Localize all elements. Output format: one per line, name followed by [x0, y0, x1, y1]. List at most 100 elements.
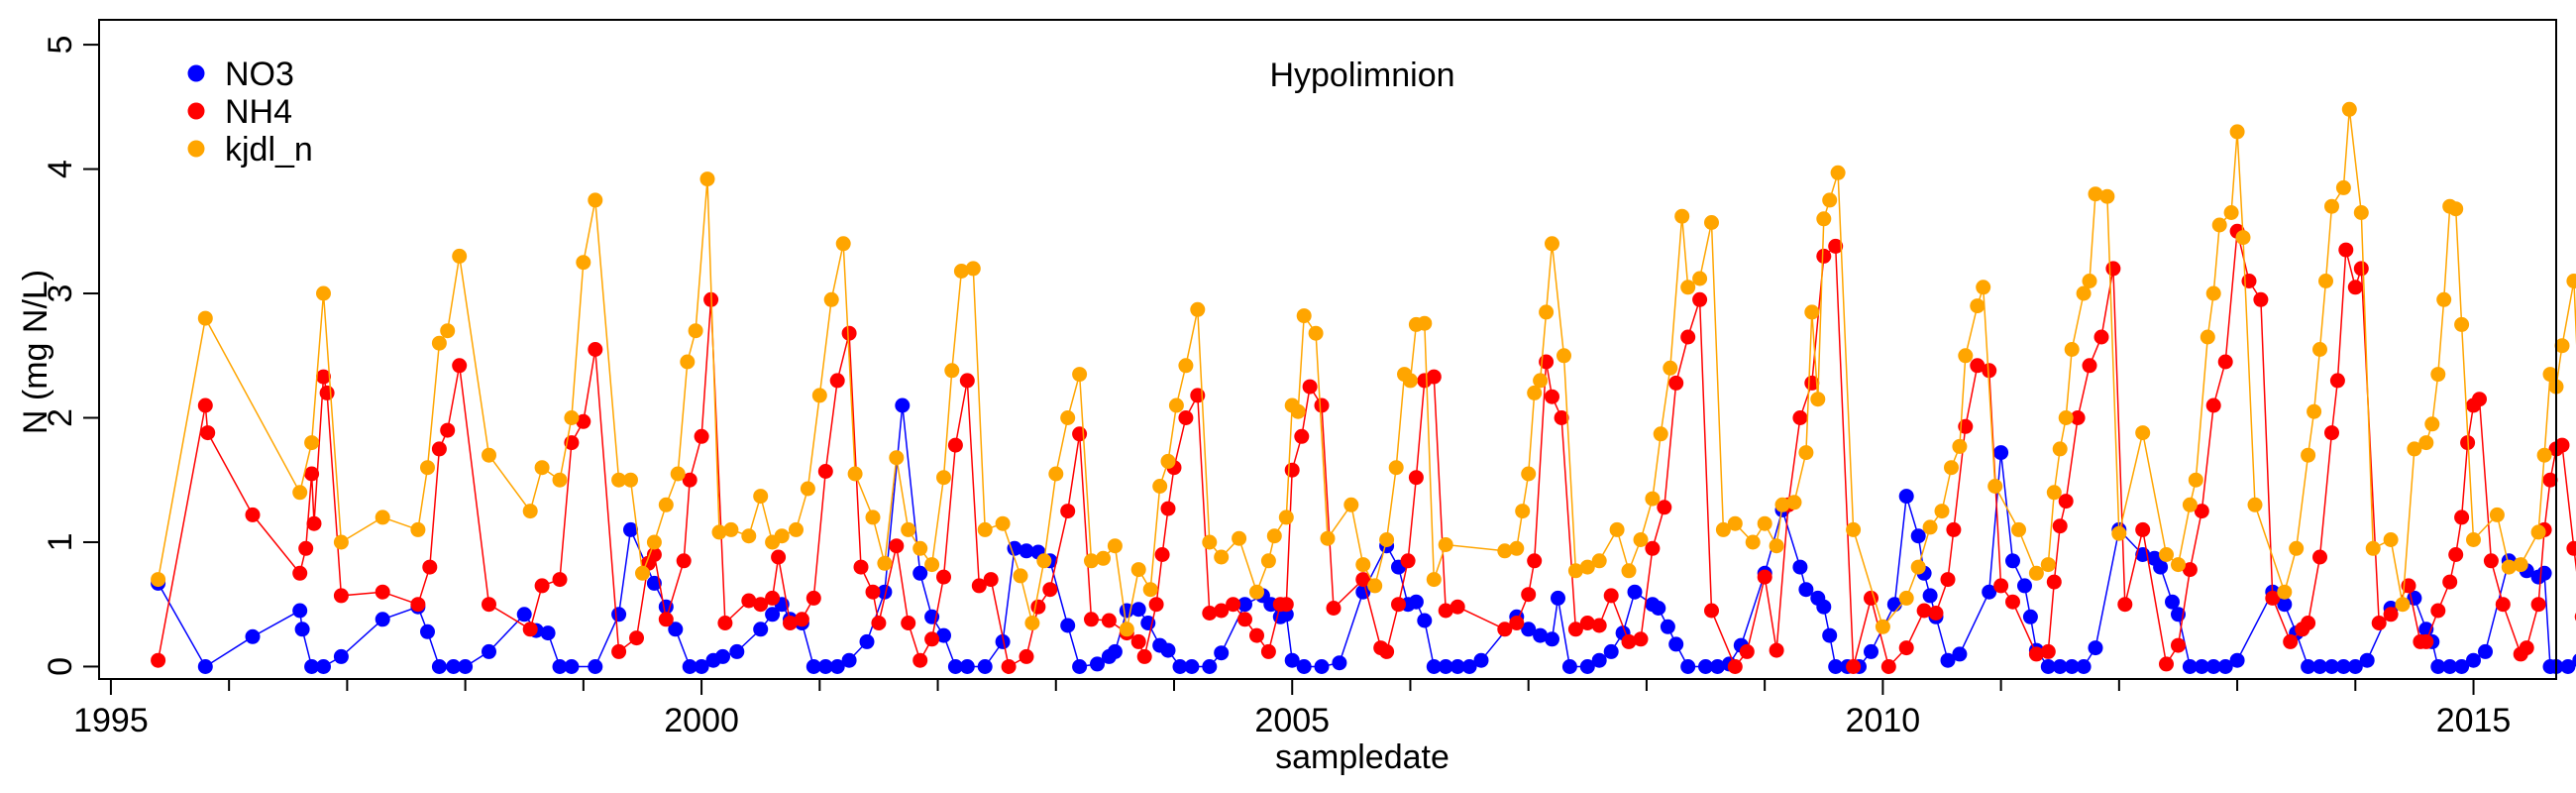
data-point-NH4-139: [2046, 574, 2062, 590]
data-point-NO3-31: [753, 622, 769, 637]
data-point-NO3-93: [1561, 659, 1577, 674]
data-point-kjdl_n-158: [2211, 217, 2227, 233]
data-point-kjdl_n-179: [2430, 367, 2446, 383]
data-point-NH4-13: [422, 559, 438, 575]
data-point-NO3-105: [1710, 659, 1725, 674]
data-point-NH4-56: [1001, 659, 1017, 674]
data-point-NO3-56: [1090, 656, 1105, 672]
data-point-kjdl_n-89: [1417, 315, 1433, 331]
data-point-NO3-45: [936, 627, 951, 643]
data-point-NO3-98: [1627, 584, 1643, 600]
data-point-NH4-109: [1645, 540, 1661, 556]
data-point-NO3-152: [2301, 659, 2316, 674]
data-point-NH4-158: [2283, 633, 2299, 649]
data-point-kjdl_n-47: [944, 363, 960, 379]
data-point-kjdl_n-1: [197, 310, 213, 326]
data-point-kjdl_n-29: [723, 521, 739, 537]
y-tick-label-4: 4: [42, 160, 79, 178]
data-point-NH4-60: [1060, 504, 1076, 519]
data-point-NO3-82: [1417, 613, 1433, 628]
data-point-NO3-29: [715, 648, 730, 664]
data-point-kjdl_n-92: [1497, 543, 1513, 559]
data-point-NH4-188: [2566, 540, 2576, 556]
data-point-kjdl_n-117: [1757, 515, 1772, 531]
data-point-kjdl_n-100: [1556, 348, 1571, 364]
data-point-NO3-1: [197, 659, 213, 674]
data-point-kjdl_n-169: [2324, 198, 2339, 214]
data-point-NH4-88: [1379, 643, 1395, 659]
data-point-kjdl_n-38: [835, 236, 851, 252]
data-point-kjdl_n-147: [2082, 274, 2097, 288]
data-point-NH4-73: [1202, 606, 1218, 621]
data-point-NH4-166: [2353, 261, 2369, 277]
legend-label-NO3: NO3: [225, 56, 294, 93]
data-point-NH4-115: [1727, 659, 1743, 674]
data-point-kjdl_n-39: [847, 466, 863, 482]
data-point-NO3-55: [1072, 659, 1088, 674]
data-point-kjdl_n-116: [1745, 534, 1761, 550]
y-tick-label-2: 2: [42, 408, 79, 427]
data-point-NH4-65: [1130, 633, 1146, 649]
data-point-NH4-59: [1042, 582, 1058, 598]
data-point-kjdl_n-165: [2301, 447, 2316, 463]
y-tick-label-3: 3: [42, 284, 79, 303]
data-point-kjdl_n-62: [1130, 562, 1146, 578]
data-point-NH4-174: [2448, 547, 2464, 562]
data-point-kjdl_n-54: [1036, 553, 1052, 569]
data-point-kjdl_n-104: [1609, 521, 1625, 537]
data-point-kjdl_n-26: [688, 323, 703, 339]
data-point-NH4-95: [1449, 599, 1465, 615]
data-point-kjdl_n-17: [576, 255, 591, 271]
data-point-NH4-83: [1302, 379, 1318, 395]
data-point-kjdl_n-180: [2436, 291, 2452, 307]
data-point-NH4-52: [947, 437, 963, 453]
data-point-kjdl_n-168: [2318, 274, 2333, 288]
data-point-NH4-137: [2028, 646, 2044, 662]
data-point-kjdl_n-153: [2171, 557, 2186, 573]
data-point-NH4-178: [2472, 392, 2487, 407]
data-point-kjdl_n-50: [977, 521, 993, 537]
data-point-NH4-30: [682, 472, 698, 488]
legend-label-NH4: NH4: [225, 93, 292, 131]
data-point-NO3-39: [841, 652, 857, 668]
data-point-NH4-141: [2058, 494, 2074, 510]
data-point-kjdl_n-125: [1822, 192, 1838, 208]
data-point-NO3-95: [1591, 652, 1607, 668]
data-point-kjdl_n-161: [2235, 230, 2251, 246]
data-point-NO3-23: [646, 575, 662, 591]
data-point-NO3-162: [2430, 659, 2446, 674]
data-point-NO3-3: [292, 603, 308, 619]
data-point-NH4-96: [1497, 622, 1513, 637]
data-point-kjdl_n-127: [1846, 521, 1862, 537]
data-point-NH4-3: [245, 507, 261, 522]
data-point-kjdl_n-175: [2395, 597, 2411, 613]
data-point-NH4-0: [151, 652, 166, 668]
data-point-NO3-20: [588, 659, 603, 674]
data-point-kjdl_n-69: [1202, 534, 1218, 550]
data-point-kjdl_n-49: [965, 261, 981, 277]
data-point-NO3-134: [2052, 659, 2068, 674]
data-point-NH4-164: [2338, 242, 2354, 258]
data-point-kjdl_n-156: [2200, 329, 2215, 345]
data-point-NH4-9: [319, 385, 335, 400]
data-point-NH4-58: [1030, 599, 1046, 615]
data-point-NH4-113: [1692, 291, 1708, 307]
data-point-NO3-148: [2229, 652, 2245, 668]
data-point-NH4-34: [741, 593, 757, 609]
data-point-NO3-38: [829, 659, 845, 674]
data-point-NO3-36: [805, 659, 821, 674]
data-point-kjdl_n-81: [1343, 497, 1359, 512]
data-point-NH4-75: [1226, 597, 1241, 613]
data-point-NO3-54: [1060, 618, 1076, 633]
data-point-NH4-104: [1579, 616, 1595, 630]
data-point-kjdl_n-170: [2335, 179, 2351, 195]
data-point-kjdl_n-35: [800, 481, 815, 497]
data-point-NO3-30: [729, 643, 745, 659]
legend-label-kjdl_n: kjdl_n: [225, 131, 313, 169]
data-point-NH4-71: [1178, 410, 1194, 425]
data-point-NH4-182: [2519, 640, 2534, 656]
data-point-kjdl_n-152: [2159, 547, 2174, 562]
data-point-NH4-135: [1993, 578, 2009, 594]
data-point-NH4-101: [1545, 389, 1559, 404]
